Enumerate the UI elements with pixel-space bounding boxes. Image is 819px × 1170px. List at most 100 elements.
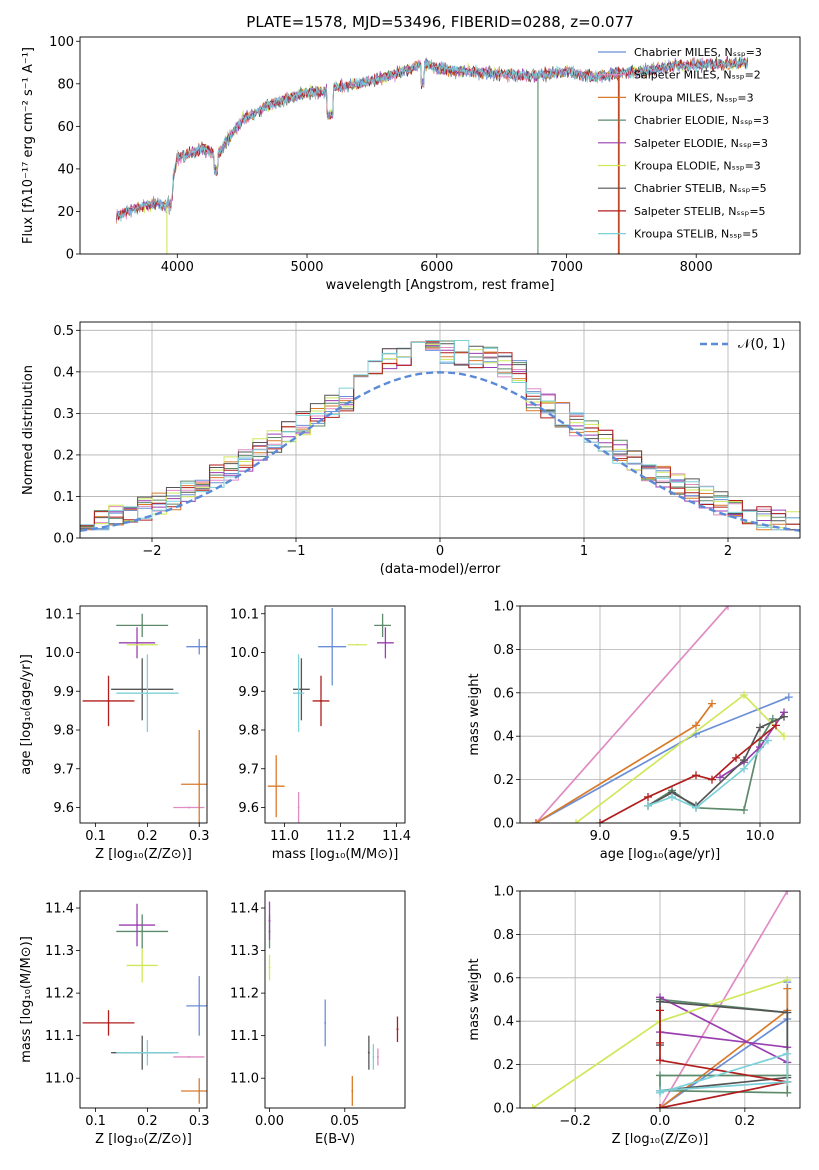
weight-marker: [644, 801, 652, 810]
normal-curve: [80, 371, 800, 532]
y-tick-label: 60: [57, 120, 74, 135]
weight-marker: [656, 1006, 664, 1015]
x-axis-label: age [log₁₀(age/yr)]: [600, 847, 721, 862]
data-point: [198, 645, 201, 648]
y-tick-label: 1.0: [493, 600, 514, 615]
y-tick-label: 1.0: [493, 885, 514, 900]
weight-marker: [740, 756, 748, 765]
y-tick-label: 11.2: [230, 987, 259, 1002]
y-tick-label: 9.7: [238, 762, 259, 777]
y-tick-label: 9.7: [53, 762, 74, 777]
legend-entry: Kroupa MILES, Nₛₛₚ=3: [634, 91, 754, 104]
y-tick-label: 9.6: [53, 801, 74, 816]
legend-entry: Salpeter MILES, Nₛₛₚ=2: [634, 69, 761, 82]
data-point: [141, 930, 144, 933]
x-tick-label: 0.2: [735, 1114, 756, 1129]
data-point: [376, 1055, 379, 1058]
data-point: [381, 624, 384, 627]
y-axis-label: mass [log₁₀(M/M⊙)]: [19, 936, 34, 1063]
x-tick-label: 7000: [550, 260, 583, 275]
spectrum-series-8: [116, 57, 748, 222]
x-tick-label: 0.1: [85, 1114, 106, 1129]
y-tick-label: 0: [66, 248, 74, 263]
x-tick-label: 5000: [290, 260, 323, 275]
x-axis-label: Z [log₁₀(Z/Z⊙)]: [95, 847, 192, 862]
weight-marker: [740, 805, 748, 814]
weight-marker: [783, 1077, 792, 1086]
weight-marker: [783, 1008, 792, 1017]
weight-marker: [656, 1104, 664, 1108]
y-tick-label: 0.2: [493, 1058, 514, 1073]
x-tick-label: 0.2: [137, 1114, 158, 1129]
data-point: [297, 692, 300, 695]
x-axis-label: Z [log₁₀(Z/Z⊙)]: [612, 1132, 709, 1147]
y-tick-label: 0.4: [53, 365, 74, 380]
x-tick-label: 11.4: [382, 829, 411, 844]
x-tick-label: −1: [286, 544, 305, 559]
axes-frame: [264, 890, 406, 1109]
data-point: [351, 1089, 354, 1092]
weight-marker: [772, 721, 780, 730]
weight-marker: [783, 1049, 792, 1058]
weight-marker: [692, 803, 700, 812]
data-point: [396, 1028, 399, 1031]
axes-frame: [79, 36, 801, 255]
x-axis-label: wavelength [Angstrom, rest frame]: [326, 278, 555, 293]
axes-frame: [79, 890, 208, 1109]
x-tick-label: 10.0: [746, 829, 775, 844]
weight-marker: [644, 792, 652, 801]
data-point: [268, 966, 271, 969]
legend-entry: Kroupa ELODIE, Nₛₛₚ=3: [634, 160, 761, 173]
weight-marker: [784, 693, 793, 702]
weight-marker: [716, 773, 724, 782]
weight-marker: [732, 753, 740, 762]
weight-marker: [656, 1088, 664, 1097]
weight-marker: [656, 1056, 664, 1065]
weight-marker: [656, 997, 664, 1006]
weight-marker: [740, 690, 748, 699]
y-tick-label: 0.6: [493, 971, 514, 986]
y-tick-label: 0.0: [493, 817, 514, 832]
x-axis-label: E(B-V): [315, 1132, 355, 1147]
y-tick-label: 10.0: [45, 646, 74, 661]
data-point: [141, 643, 144, 646]
x-tick-label: 0.05: [330, 1114, 359, 1129]
data-point: [141, 624, 144, 627]
x-tick-label: 0.2: [137, 829, 158, 844]
data-point: [320, 699, 322, 702]
data-point: [297, 806, 300, 809]
x-tick-label: 6000: [420, 260, 453, 275]
weight-series-6: [647, 715, 785, 807]
x-tick-label: 0.3: [189, 829, 210, 844]
weight-marker: [668, 792, 676, 801]
legend-entry: Chabrier ELODIE, Nₛₛₚ=3: [634, 114, 769, 127]
data-point: [372, 1055, 375, 1058]
weight-marker: [692, 771, 700, 780]
y-axis-label: mass weight: [467, 673, 482, 755]
weight-marker: [764, 736, 772, 745]
weight-series-1: [535, 606, 729, 823]
weight-marker: [692, 721, 700, 730]
data-point: [187, 1055, 190, 1058]
y-tick-label: 11.4: [45, 902, 74, 917]
weight-marker: [756, 723, 764, 732]
weight-marker: [596, 819, 604, 823]
x-tick-label: 11.0: [270, 829, 299, 844]
x-axis-label: Z [log₁₀(Z/Z⊙)]: [95, 1132, 192, 1147]
data-point: [146, 692, 149, 695]
x-tick-label: −0.2: [559, 1114, 591, 1129]
y-tick-label: 20: [57, 205, 74, 220]
weight-marker: [532, 819, 540, 823]
data-point: [141, 688, 144, 691]
weight-marker: [783, 891, 792, 895]
data-point: [324, 1021, 327, 1024]
weight-marker: [724, 606, 732, 610]
y-tick-label: 11.3: [230, 944, 259, 959]
y-tick-label: 0.2: [53, 448, 74, 463]
data-point: [275, 785, 278, 788]
data-point: [198, 1089, 201, 1092]
legend-entry: Chabrier MILES, Nₛₛₚ=3: [634, 46, 762, 59]
weight-marker: [783, 984, 792, 993]
weight-series-1: [659, 891, 789, 1108]
axes-frame: [264, 605, 406, 824]
